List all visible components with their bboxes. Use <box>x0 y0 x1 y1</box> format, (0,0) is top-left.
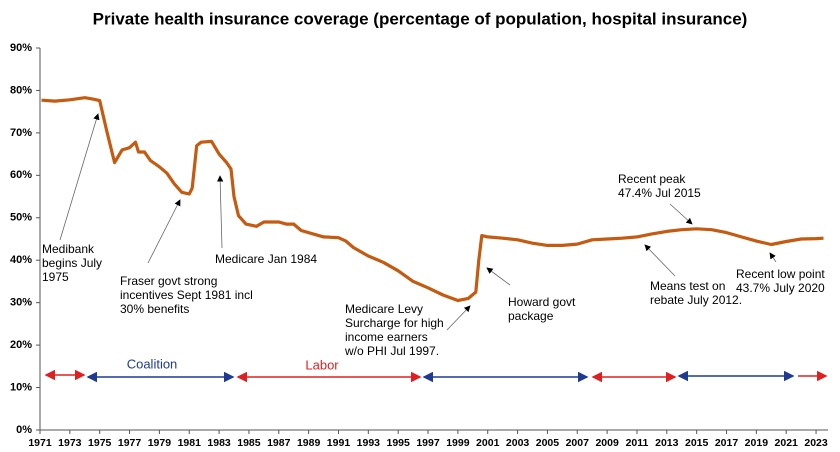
x-tick-label: 2017 <box>715 437 739 449</box>
y-tick-label: 20% <box>10 339 32 351</box>
annotation: 43.7% July 2020 <box>736 281 825 295</box>
x-tick-label: 2005 <box>536 437 560 449</box>
annotation-arrow <box>216 175 224 249</box>
x-tick-label: 2015 <box>685 437 709 449</box>
annotation: Recent peak <box>618 172 686 186</box>
annotation: Fraser govt strong <box>120 274 217 288</box>
annotation-arrow <box>769 252 777 263</box>
x-tick-label: 1997 <box>416 437 440 449</box>
y-tick-label: 80% <box>10 84 32 96</box>
x-tick-label: 1979 <box>148 437 172 449</box>
x-tick-label: 2003 <box>506 437 530 449</box>
annotation-arrow <box>59 113 100 241</box>
y-tick-label: 0% <box>16 424 32 436</box>
y-tick-label: 70% <box>10 127 32 139</box>
annotation: incentives Sept 1981 incl <box>120 288 253 302</box>
annotation: package <box>508 309 554 323</box>
y-tick-label: 50% <box>10 212 32 224</box>
annotation-arrow <box>486 267 511 286</box>
annotation: income earners <box>345 330 428 344</box>
x-tick-label: 1975 <box>88 437 112 449</box>
x-tick-label: 2021 <box>775 437 799 449</box>
annotation: Medibank <box>42 242 95 256</box>
x-tick-label: 1971 <box>28 437 52 449</box>
annotation: Medicare Jan 1984 <box>215 252 317 266</box>
x-tick-label: 1995 <box>387 437 411 449</box>
x-tick-label: 2011 <box>626 437 649 449</box>
x-tick-label: 1991 <box>327 437 351 449</box>
annotation: 47.4% Jul 2015 <box>618 186 701 200</box>
government-label: Labor <box>305 357 339 372</box>
x-tick-label: 1985 <box>237 437 261 449</box>
annotation: Recent low point <box>736 267 825 281</box>
annotation-arrow <box>644 244 676 277</box>
annotation-arrow <box>147 199 181 264</box>
chart-title: Private health insurance coverage (perce… <box>93 9 748 28</box>
y-tick-label: 90% <box>10 42 32 54</box>
annotation: rebate July 2012. <box>650 293 742 307</box>
x-tick-label: 2019 <box>745 437 769 449</box>
annotation: Surcharge for high <box>345 316 444 330</box>
annotation: w/o PHI Jul 1997. <box>344 344 439 358</box>
annotation: 1975 <box>42 270 69 284</box>
annotation: begins July <box>42 256 102 270</box>
y-tick-label: 60% <box>10 169 32 181</box>
government-periods: Coalition Labor <box>44 356 828 383</box>
x-tick-label: 2001 <box>476 437 500 449</box>
x-tick-label: 1973 <box>58 437 82 449</box>
annotation: Medicare Levy <box>345 302 423 316</box>
data-line <box>41 96 824 303</box>
y-tick-label: 40% <box>10 254 32 266</box>
x-tick-label: 1989 <box>297 437 321 449</box>
x-tick-label: 2009 <box>595 437 619 449</box>
annotation-arrow <box>669 203 693 225</box>
x-tick-label: 1981 <box>178 437 202 449</box>
y-tick-label: 30% <box>10 297 32 309</box>
x-tick-label: 1993 <box>357 437 381 449</box>
annotation: Howard govt <box>508 295 576 309</box>
y-tick-label: 10% <box>10 381 32 393</box>
annotation: 30% benefits <box>120 302 189 316</box>
annotation-arrows <box>59 113 777 331</box>
x-tick-label: 2007 <box>566 437 590 449</box>
annotation-arrow <box>446 305 471 331</box>
government-label: Coalition <box>127 356 178 371</box>
annotation: Means test on <box>650 279 725 293</box>
x-tick-label: 1987 <box>267 437 291 449</box>
x-tick-label: 1977 <box>118 437 142 449</box>
x-tick-label: 1983 <box>207 437 231 449</box>
x-tick-label: 2013 <box>655 437 679 449</box>
x-tick-label: 1999 <box>446 437 470 449</box>
x-tick-label: 2023 <box>804 437 828 449</box>
